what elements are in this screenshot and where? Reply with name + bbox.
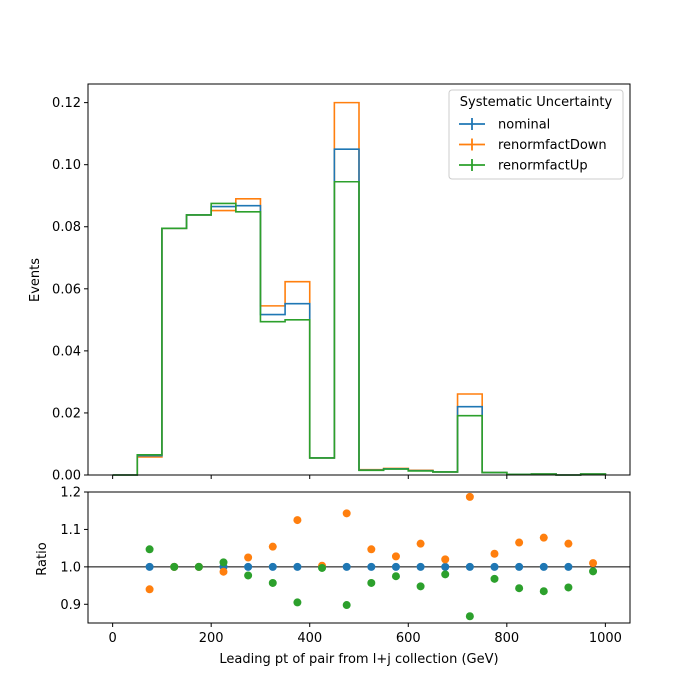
ratio-point-renormfactdown: [441, 555, 450, 564]
legend: Systematic Uncertainty nominal renormfact…: [448, 89, 624, 180]
legend-label-renormfactup: renormfactUp: [498, 159, 588, 174]
ratio-point-nominal: [441, 562, 450, 571]
histogram-series-group: [112, 101, 607, 476]
ratio-point-renormfactdown: [465, 492, 474, 501]
histogram-y-ticks: 0.00 0.02 0.04 0.06 0.08 0.10 0.12: [52, 96, 88, 484]
ratio-point-nominal: [268, 562, 277, 571]
ratio-point-renormfactdown: [589, 559, 598, 568]
ratio-panel: 0.9 1.0 1.1 1.2 0 200 400 600 800 1000 Ratio Lea…: [35, 486, 631, 667]
ratio-point-nominal: [515, 562, 524, 571]
histogram-y-tick-label: 0.06: [52, 282, 81, 297]
ratio-axes-frame: [87, 491, 631, 624]
ratio-point-nominal: [244, 562, 253, 571]
histogram-y-tick-label: 0.04: [52, 344, 81, 359]
histogram-x-ticks: [112, 475, 606, 479]
histogram-y-axis-label: Events: [28, 258, 43, 302]
ratio-point-renormfactdown: [391, 552, 400, 561]
histogram-axes-frame: [87, 83, 631, 476]
histogram-y-tick-label: 0.02: [52, 406, 81, 421]
ratio-point-nominal: [367, 562, 376, 571]
histogram-y-tick-label: 0.08: [52, 220, 81, 235]
ratio-point-renormfactup: [219, 558, 228, 567]
histogram-y-tick-label: 0.00: [52, 469, 81, 484]
ratio-point-renormfactup: [268, 578, 277, 587]
legend-label-renormfactdown: renormfactDown: [498, 138, 607, 153]
ratio-point-renormfactup: [441, 570, 450, 579]
ratio-point-renormfactup: [465, 612, 474, 621]
ratio-point-renormfactup: [367, 578, 376, 587]
ratio-y-ticks: 0.9 1.0 1.1 1.2: [60, 486, 88, 613]
ratio-point-renormfactdown: [367, 545, 376, 554]
ratio-point-renormfactdown: [244, 553, 253, 562]
ratio-point-renormfactup: [194, 562, 203, 571]
ratio-point-nominal: [490, 562, 499, 571]
ratio-point-renormfactup: [564, 583, 573, 592]
ratio-point-nominal: [145, 562, 154, 571]
ratio-point-renormfactup: [539, 587, 548, 596]
ratio-point-renormfactdown: [490, 549, 499, 558]
ratio-y-tick-label: 0.9: [60, 598, 81, 613]
ratio-point-nominal: [293, 562, 302, 571]
ratio-point-renormfactup: [244, 571, 253, 580]
histogram-panel: 0.00 0.02 0.04 0.06 0.08 0.10 0.12 Events Syst…: [28, 83, 631, 484]
ratio-point-nominal: [465, 562, 474, 571]
ratio-point-renormfactup: [145, 545, 154, 554]
ratio-point-renormfactdown: [145, 585, 154, 594]
ratio-point-renormfactup: [170, 562, 179, 571]
legend-label-nominal: nominal: [498, 118, 550, 133]
ratio-point-renormfactup: [342, 601, 351, 610]
x-axis-label: Leading pt of pair from l+j collection (…: [219, 652, 498, 667]
ratio-point-nominal: [391, 562, 400, 571]
ratio-point-renormfactdown: [515, 538, 524, 547]
ratio-point-renormfactup: [391, 572, 400, 581]
ratio-point-renormfactup: [416, 582, 425, 591]
ratio-point-nominal: [416, 562, 425, 571]
ratio-y-tick-label: 1.0: [60, 560, 81, 575]
ratio-y-tick-label: 1.2: [60, 486, 81, 501]
ratio-point-renormfactdown: [293, 516, 302, 525]
ratio-point-nominal: [342, 562, 351, 571]
ratio-point-renormfactup: [293, 598, 302, 607]
ratio-point-renormfactdown: [564, 539, 573, 548]
histogram-y-tick-label: 0.12: [52, 96, 81, 111]
ratio-point-renormfactdown: [342, 509, 351, 518]
ratio-y-tick-label: 1.1: [60, 523, 81, 538]
ratio-x-tick-label: 200: [199, 631, 224, 646]
ratio-x-ticks: 0 200 400 600 800 1000: [108, 623, 622, 646]
legend-box: [448, 89, 624, 180]
ratio-x-tick-label: 1000: [589, 631, 622, 646]
ratio-x-tick-label: 600: [396, 631, 421, 646]
ratio-point-nominal: [564, 562, 573, 571]
ratio-points-group: [145, 492, 598, 621]
ratio-point-renormfactup: [515, 584, 524, 593]
ratio-point-renormfactdown: [539, 533, 548, 542]
histogram-y-tick-label: 0.10: [52, 158, 81, 173]
ratio-point-renormfactdown: [219, 567, 228, 576]
legend-title: Systematic Uncertainty: [460, 95, 613, 110]
ratio-point-renormfactdown: [416, 539, 425, 548]
ratio-x-tick-label: 800: [494, 631, 519, 646]
ratio-x-tick-label: 0: [108, 631, 116, 646]
ratio-y-axis-label: Ratio: [35, 542, 50, 575]
histogram-series-renormfactup: [112, 180, 607, 476]
ratio-point-renormfactdown: [268, 542, 277, 551]
legend-items: nominal renormfactDown renormfactUp: [459, 118, 607, 174]
ratio-point-renormfactup: [318, 563, 327, 572]
ratio-point-nominal: [539, 562, 548, 571]
ratio-point-renormfactup: [490, 574, 499, 583]
ratio-x-tick-label: 400: [297, 631, 322, 646]
ratio-point-renormfactup: [589, 567, 598, 576]
